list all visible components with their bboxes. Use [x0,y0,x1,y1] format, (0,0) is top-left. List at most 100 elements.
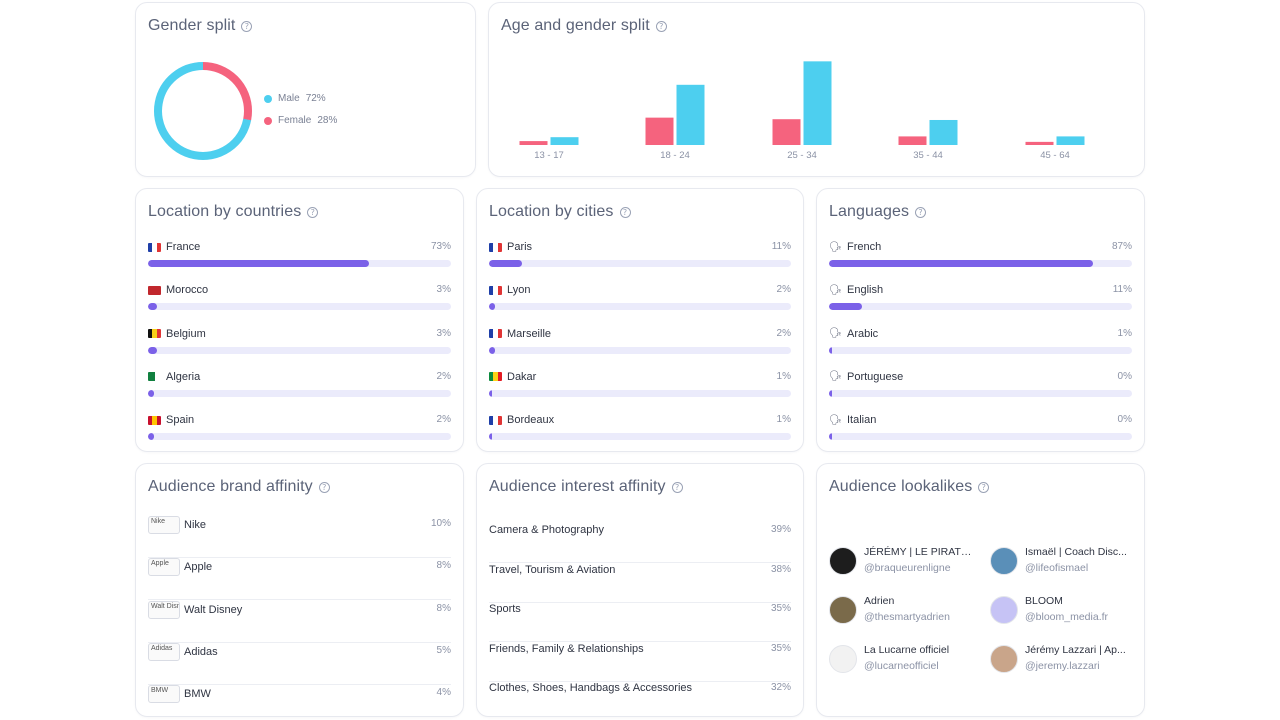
flag-icon [489,285,502,295]
age-tick-label: 35 - 44 [913,150,943,161]
city-percent: 1% [776,414,791,426]
age-bar-female [772,119,801,145]
interest-percent: 35% [770,603,791,614]
country-row: Spain 2% [148,414,451,444]
flag-icon [148,329,161,339]
age-bar-male [929,119,958,145]
language-label: 🗣 Arabic [829,328,878,340]
flag-icon [148,285,161,295]
interest-row[interactable]: Travel, Tourism & Aviation 38% [489,564,791,603]
profile-name: JÉRÉMY | LE PIRATE™ [864,546,976,558]
language-percent: 0% [1117,414,1132,426]
interest-name: Clothes, Shoes, Handbags & Accessories [489,682,693,694]
brand-percent: 10% [430,518,451,529]
city-label: Marseille [489,328,551,340]
speaking-head-icon: 🗣 [829,241,842,253]
profile-handle: @bloom_media.fr [1025,611,1109,623]
city-name: Paris [507,241,533,253]
profile-handle: @braqueurenligne [864,562,951,574]
interest-row[interactable]: Friends, Family & Relationships 35% [489,643,791,682]
brand-item: Apple Apple [148,558,212,577]
card-title: Audience interest affinity ? [489,478,683,496]
lookalike-profile[interactable]: La Lucarne officiel @lucarneofficiel [829,642,979,678]
brand-row[interactable]: Nike Nike 10% [148,516,451,558]
progress-fill [489,303,496,311]
country-percent: 3% [436,284,451,296]
flag-icon [489,242,502,252]
brand-row[interactable]: Walt Disney Walt Disney 8% [148,600,451,643]
country-percent: 3% [436,327,451,339]
legend-dot-icon [264,116,272,125]
lookalike-profile[interactable]: Ismaël | Coach Disc... @lifeofismael [990,544,1140,580]
progress-track [148,260,451,267]
lookalike-profile[interactable]: JÉRÉMY | LE PIRATE™ @braqueurenligne [829,544,979,580]
help-icon[interactable]: ? [307,206,319,218]
speaking-head-icon: 🗣 [829,284,842,296]
profile-name: Ismaël | Coach Disc... [1025,546,1127,558]
age-gender-card: Age and gender split ? 13 - 17 18 - 24 25 … [488,2,1145,177]
flag-icon [489,415,502,425]
city-name: Lyon [507,284,531,297]
language-row: 🗣 Portuguese 0% [829,371,1132,401]
city-row: Marseille 2% [489,328,791,358]
country-label: Algeria [148,371,200,383]
progress-track [148,303,451,311]
progress-fill [148,260,370,267]
interest-row[interactable]: Clothes, Shoes, Handbags & Accessories 32… [489,682,791,720]
language-percent: 0% [1117,370,1132,382]
avatar [990,596,1018,624]
progress-track [829,346,1132,354]
brand-row[interactable]: Adidas Adidas 5% [148,642,451,685]
interest-percent: 32% [770,682,791,693]
help-icon[interactable]: ? [619,206,631,218]
country-name: Algeria [166,370,201,383]
brand-logo-image: Walt Disney [148,600,180,619]
language-label: 🗣 English [829,284,883,296]
language-percent: 11% [1112,284,1132,296]
progress-fill [829,346,833,354]
lookalike-profile[interactable]: Jérémy Lazzari | Ap... @jeremy.lazzari [990,642,1140,678]
help-icon[interactable]: ? [671,481,683,493]
interest-row[interactable]: Camera & Photography 39% [489,524,791,563]
interest-name: Sports [489,603,521,615]
help-icon[interactable]: ? [241,20,253,32]
city-name: Bordeaux [507,414,555,427]
speaking-head-icon: 🗣 [829,371,842,383]
progress-track [148,433,451,441]
avatar [990,547,1018,575]
help-icon[interactable]: ? [318,481,330,493]
progress-fill [829,433,832,441]
brand-row[interactable]: BMW BMW 4% [148,685,451,720]
progress-track [829,260,1132,267]
brand-logo-image: BMW [148,685,180,704]
donut-female-segment [154,62,252,160]
interest-percent: 39% [770,524,791,535]
city-label: Bordeaux [489,414,554,426]
card-title: Languages ? [829,203,927,221]
progress-fill [829,303,863,311]
help-icon[interactable]: ? [915,206,927,218]
brand-percent: 4% [436,687,451,699]
age-bar-male [1056,136,1085,145]
card-title: Age and gender split ? [501,17,667,35]
brand-row[interactable]: Apple Apple 8% [148,558,451,601]
country-name: France [166,241,201,253]
progress-track [489,389,791,397]
help-icon[interactable]: ? [978,481,990,493]
lookalike-profile[interactable]: Adrien @thesmartyadrien [829,593,979,629]
cities-card: Location by cities ? Paris 11% Lyon 2% Marse… [476,188,804,452]
legend-female: Female 28% [264,115,337,126]
flag-icon [489,329,502,339]
city-label: Lyon [489,284,530,296]
card-title: Audience lookalikes ? [829,478,990,496]
help-icon[interactable]: ? [655,20,667,32]
progress-fill [148,389,155,397]
interest-row[interactable]: Sports 35% [489,603,791,642]
progress-track [148,346,451,354]
country-name: Morocco [166,284,209,297]
brand-percent: 8% [436,602,451,614]
age-bar-female [1025,141,1054,145]
language-label: 🗣 French [829,241,881,253]
profile-name: La Lucarne officiel [864,644,950,656]
lookalike-profile[interactable]: BLOOM @bloom_media.fr [990,593,1140,629]
